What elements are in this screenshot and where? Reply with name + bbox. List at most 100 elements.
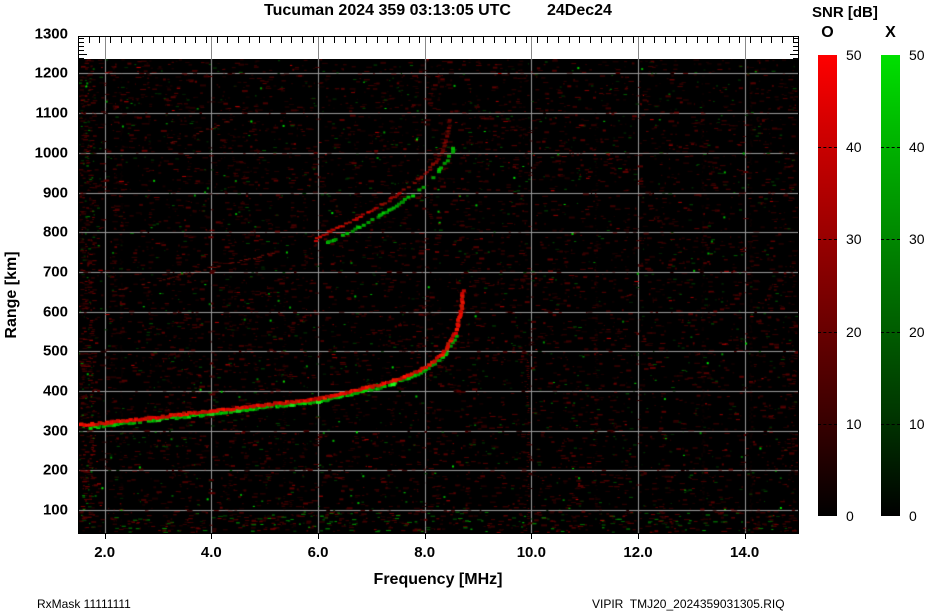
x-minor-tick <box>697 37 698 43</box>
x-minor-tick <box>729 37 730 43</box>
x-minor-tick <box>526 37 527 43</box>
gridline-stub-10 <box>531 37 533 59</box>
y-minor-tick-left <box>79 50 84 51</box>
x-minor-tick <box>590 37 591 43</box>
x-minor-tick <box>515 37 516 43</box>
y-minor-tick-right <box>793 58 798 59</box>
colorbar-x-mode <box>881 55 900 516</box>
colorbar-x-tick-50: 50 <box>909 47 925 63</box>
x-minor-tick <box>686 37 687 43</box>
colorbar-o-dash-10 <box>818 423 837 425</box>
x-tick-label-6: 6.0 <box>307 544 329 561</box>
colorbar-o-tick-30: 30 <box>846 231 862 248</box>
x-minor-tick <box>345 37 346 43</box>
x-minor-tick <box>110 37 111 43</box>
x-major-tick-4 <box>211 534 213 539</box>
colorbar-x-label: X <box>885 24 896 41</box>
gridline-stub-2 <box>104 37 106 59</box>
x-minor-tick <box>505 37 506 43</box>
colorbar-o-tick-40: 40 <box>846 139 862 156</box>
x-minor-tick <box>206 37 207 43</box>
x-minor-tick <box>483 37 484 43</box>
y-tick-label-200: 200 <box>42 461 68 479</box>
x-minor-tick <box>153 37 154 43</box>
x-minor-tick <box>558 37 559 43</box>
x-minor-tick <box>323 37 324 43</box>
x-minor-tick <box>633 37 634 43</box>
x-axis-title: Frequency [MHz] <box>373 571 503 588</box>
colorbar-o-label: O <box>821 24 834 41</box>
x-minor-tick <box>441 37 442 43</box>
colorbar-x-tick-40: 40 <box>909 139 925 156</box>
x-major-tick-12 <box>638 534 639 539</box>
x-minor-tick <box>665 37 666 43</box>
y-minor-tick-right <box>790 54 798 55</box>
x-minor-tick <box>89 37 90 43</box>
y-tick-label-400: 400 <box>42 382 68 400</box>
colorbar-o-tick-50: 50 <box>846 47 862 63</box>
x-minor-tick <box>313 37 314 43</box>
colorbar-x-tick-30: 30 <box>909 231 925 248</box>
x-minor-tick <box>227 37 228 43</box>
y-minor-tick-right <box>793 38 798 39</box>
x-minor-tick <box>398 37 399 43</box>
colorbar-o-tick-0: 0 <box>846 508 854 524</box>
colorbar-x-tick-20: 20 <box>909 323 925 340</box>
y-minor-tick-left <box>79 54 87 55</box>
colorbar-x-dash-40 <box>881 147 900 149</box>
y-minor-tick-left <box>79 58 84 59</box>
x-major-tick-8 <box>424 534 426 539</box>
y-tick-label-900: 900 <box>42 184 68 202</box>
y-tick-label-1000: 1000 <box>34 144 68 162</box>
x-minor-tick <box>611 37 612 43</box>
x-minor-tick <box>622 37 623 43</box>
colorbar-o-dash-20 <box>818 331 837 333</box>
x-minor-tick <box>654 37 655 43</box>
colorbar-o-mode <box>818 55 837 516</box>
x-tick-label-14: 14.0 <box>730 544 760 561</box>
filename-text: VIPIR TMJ20_2024359031305.RIQ <box>592 597 785 611</box>
x-tick-label-4: 4.0 <box>200 544 222 561</box>
gridline-stub-12 <box>638 37 639 59</box>
x-minor-tick <box>174 37 175 43</box>
y-minor-tick-left <box>79 46 84 47</box>
x-minor-tick <box>131 37 132 43</box>
x-minor-tick <box>537 37 538 43</box>
x-minor-tick <box>249 37 250 43</box>
y-minor-tick-left <box>79 42 84 43</box>
snr-colorbar-title: SNR [dB] <box>812 4 878 21</box>
gridline-stub-8 <box>424 37 426 59</box>
x-minor-tick <box>270 37 271 43</box>
x-minor-tick <box>142 37 143 43</box>
x-minor-tick <box>334 37 335 43</box>
x-minor-tick <box>462 37 463 43</box>
x-minor-tick <box>771 37 772 43</box>
y-tick-label-800: 800 <box>42 223 68 241</box>
x-tick-label-8: 8.0 <box>414 544 436 561</box>
x-minor-tick <box>238 37 239 43</box>
x-minor-tick <box>366 37 367 43</box>
x-minor-tick <box>163 37 164 43</box>
colorbar-x-dash-10 <box>881 423 900 425</box>
colorbar-o-tick-10: 10 <box>846 415 862 432</box>
x-minor-tick <box>377 37 378 43</box>
x-minor-tick <box>185 37 186 43</box>
x-minor-tick <box>782 37 783 43</box>
x-tick-label-10: 10.0 <box>516 544 546 561</box>
x-major-tick-10 <box>531 534 533 539</box>
plot-title: Tucuman 2024 359 03:13:05 UTC 24Dec24 <box>78 2 798 20</box>
x-tick-label-12: 12.0 <box>623 544 653 561</box>
y-tick-label-1300: 1300 <box>34 25 68 43</box>
y-minor-tick-right <box>793 46 798 47</box>
x-minor-tick <box>291 37 292 43</box>
x-minor-tick <box>579 37 580 43</box>
y-tick-label-1100: 1100 <box>35 104 68 122</box>
x-minor-tick <box>99 37 100 43</box>
x-minor-tick <box>217 37 218 43</box>
y-tick-label-300: 300 <box>42 422 68 440</box>
colorbar-x-tick-0: 0 <box>909 508 917 524</box>
x-minor-tick <box>761 37 762 43</box>
x-minor-tick <box>355 37 356 43</box>
x-minor-tick <box>121 37 122 43</box>
x-minor-tick <box>793 37 794 43</box>
